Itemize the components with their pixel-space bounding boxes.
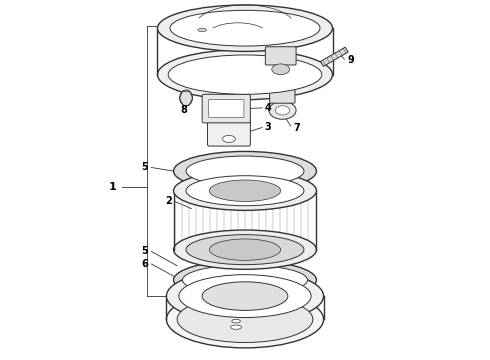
Ellipse shape [179,275,311,318]
Text: 8: 8 [180,105,187,115]
Ellipse shape [173,171,317,210]
Text: 2: 2 [165,197,172,206]
FancyBboxPatch shape [207,119,250,146]
Ellipse shape [186,176,304,206]
Ellipse shape [186,156,304,186]
Ellipse shape [173,260,317,300]
Text: 7: 7 [294,123,300,133]
Ellipse shape [173,230,317,269]
FancyBboxPatch shape [202,94,250,123]
Text: 3: 3 [265,122,271,132]
Polygon shape [320,47,348,66]
Text: 5: 5 [142,162,148,172]
Ellipse shape [167,269,323,323]
Text: 6: 6 [142,259,148,269]
Ellipse shape [209,239,281,260]
Ellipse shape [186,235,304,265]
Ellipse shape [232,319,241,323]
Ellipse shape [269,102,296,119]
Ellipse shape [180,90,193,106]
Ellipse shape [272,64,290,75]
Ellipse shape [168,55,322,94]
Ellipse shape [157,50,333,100]
Ellipse shape [198,28,206,32]
Text: 5: 5 [142,247,148,256]
Ellipse shape [275,106,290,115]
FancyBboxPatch shape [209,100,244,117]
Text: 4: 4 [265,103,271,113]
Ellipse shape [231,325,242,329]
Ellipse shape [202,282,288,310]
Ellipse shape [157,5,333,51]
Text: 9: 9 [347,55,354,65]
Ellipse shape [167,291,323,348]
Ellipse shape [222,135,235,143]
FancyBboxPatch shape [270,85,295,103]
Ellipse shape [170,10,320,46]
FancyBboxPatch shape [266,47,296,65]
Ellipse shape [173,152,317,191]
Ellipse shape [209,180,281,202]
Ellipse shape [177,296,313,342]
Ellipse shape [182,265,308,295]
Text: 1: 1 [109,182,117,192]
